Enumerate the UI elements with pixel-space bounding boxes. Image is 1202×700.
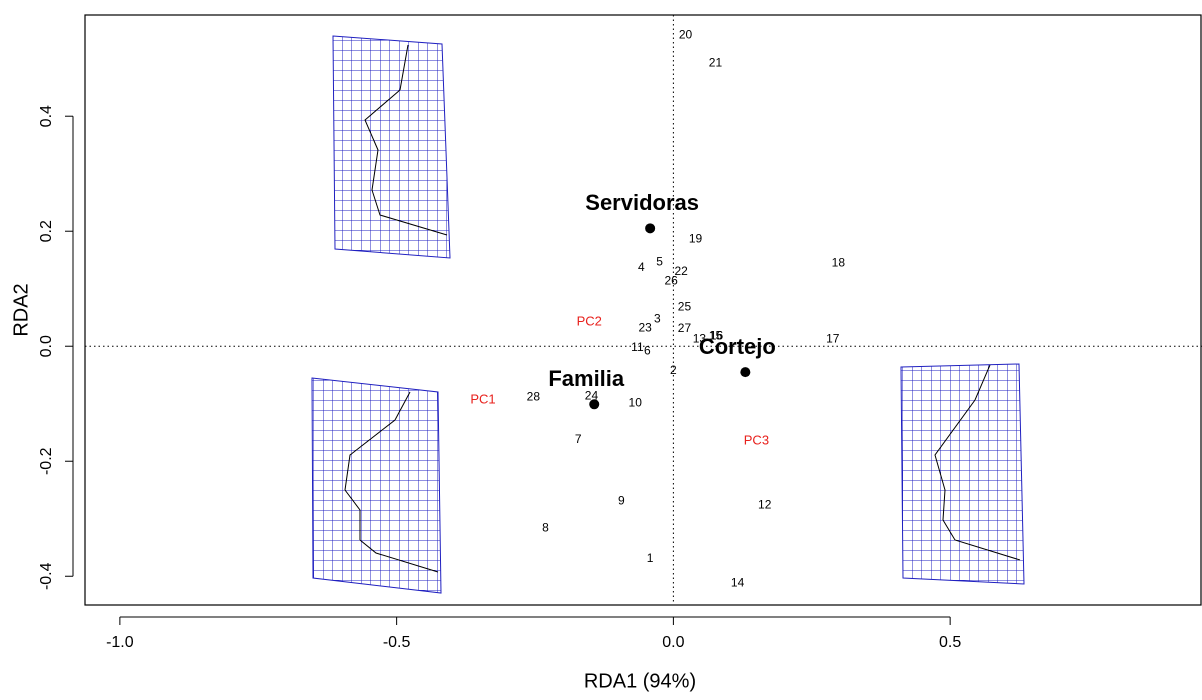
site-label: 12: [758, 498, 772, 512]
site-label: 18: [832, 256, 846, 270]
pc-label: PC1: [470, 392, 495, 407]
deformation-line: [364, 44, 448, 236]
site-label: 15: [709, 329, 723, 343]
site-label: 9: [618, 494, 625, 508]
group-label: Familia: [548, 366, 625, 391]
site-label: 24: [585, 388, 599, 402]
site-label: 14: [731, 575, 745, 589]
site-label: 27: [678, 321, 692, 335]
site-label: 4: [638, 260, 645, 274]
deformation-grid: [311, 377, 442, 594]
site-label: 19: [689, 231, 703, 245]
group-centroid: [740, 367, 751, 378]
x-tick-label: -0.5: [383, 634, 411, 651]
group-centroid: [645, 223, 656, 234]
site-label: 5: [656, 254, 663, 268]
x-axis-label: RDA1 (94%): [584, 670, 696, 692]
site-label: 20: [679, 27, 693, 41]
x-tick-label: -1.0: [106, 634, 134, 651]
y-tick-label: 0.4: [38, 105, 55, 127]
site-label: 28: [527, 390, 541, 404]
y-tick-label: 0.0: [38, 335, 55, 357]
y-axis-label: RDA2: [10, 283, 32, 336]
pc-label: PC3: [744, 433, 769, 448]
site-label: 23: [638, 321, 652, 335]
site-label: 17: [826, 331, 840, 345]
group-label: Servidoras: [585, 190, 699, 215]
x-tick-label: 0.5: [939, 634, 961, 651]
site-label: 16: [710, 329, 724, 343]
deformation-grid: [332, 35, 451, 259]
group-label: Cortejo: [699, 334, 776, 359]
group-centroid: [589, 399, 600, 410]
site-label: 26: [664, 273, 678, 287]
site-label: 13: [693, 331, 707, 345]
site-label: 11: [631, 340, 644, 354]
site-label: 8: [542, 521, 549, 535]
deformation-line: [344, 391, 439, 573]
pc-label: PC2: [577, 314, 602, 329]
y-tick-label: 0.2: [38, 220, 55, 242]
site-label: 10: [629, 395, 643, 409]
site-label: 21: [709, 55, 723, 69]
x-tick-label: 0.0: [662, 634, 684, 651]
site-label: 7: [575, 432, 582, 446]
site-label: 2: [670, 363, 677, 377]
site-label: 1: [647, 551, 654, 565]
site-label: 25: [678, 299, 692, 313]
deformation-grids: [311, 35, 1025, 594]
plot-box: [84, 14, 1202, 606]
site-label: 3: [654, 311, 661, 325]
site-label: 6: [644, 344, 651, 358]
site-label: 22: [674, 264, 688, 278]
deformation-line: [934, 364, 1021, 561]
y-tick-label: -0.2: [38, 447, 55, 475]
y-tick-label: -0.4: [38, 562, 55, 590]
deformation-grid: [900, 363, 1025, 585]
